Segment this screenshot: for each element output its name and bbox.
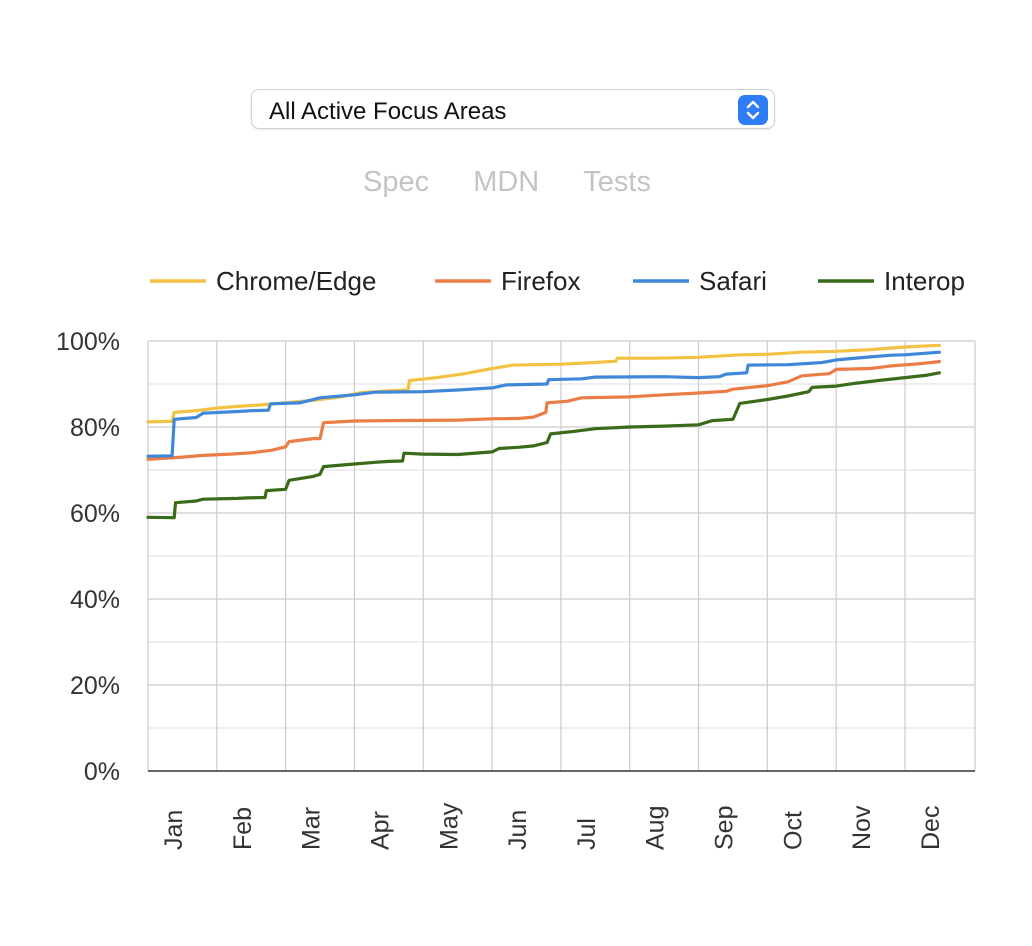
focus-area-select[interactable]: All Active Focus Areas	[251, 89, 775, 129]
metric-tabs: Spec MDN Tests	[0, 166, 1032, 199]
x-tick-label: Apr	[366, 811, 394, 850]
focus-area-select-value: All Active Focus Areas	[269, 98, 507, 125]
select-arrows-icon	[738, 95, 768, 125]
y-tick-label: 60%	[70, 500, 120, 528]
legend-label: Firefox	[501, 266, 580, 296]
legend-item: Firefox	[435, 266, 580, 296]
series-line-firefox	[146, 360, 941, 461]
x-tick-label: Jun	[504, 810, 532, 850]
y-tick-label: 20%	[70, 672, 120, 700]
tab-tests[interactable]: Tests	[583, 166, 651, 198]
x-tick-label: Feb	[229, 807, 257, 850]
legend-label: Chrome/Edge	[216, 266, 376, 296]
x-tick-label: Oct	[779, 811, 807, 850]
y-tick-label: 80%	[70, 414, 120, 442]
legend-label: Safari	[699, 266, 767, 296]
x-tick-label: Mar	[298, 807, 326, 850]
x-tick-label: Dec	[917, 806, 945, 850]
series-line-interop	[146, 371, 941, 520]
y-tick-label: 40%	[70, 586, 120, 614]
tab-spec[interactable]: Spec	[363, 166, 430, 198]
y-tick-label: 100%	[56, 328, 120, 356]
legend-item: Chrome/Edge	[150, 266, 376, 296]
x-tick-label: Jul	[573, 818, 601, 850]
legend-item: Interop	[818, 266, 965, 296]
x-tick-label: Sep	[711, 806, 739, 850]
series-line-chrome-edge	[146, 343, 941, 424]
legend-item: Safari	[633, 266, 767, 296]
legend-label: Interop	[884, 266, 965, 296]
y-tick-label: 0%	[84, 758, 120, 786]
x-tick-label: Nov	[848, 805, 876, 850]
tab-mdn[interactable]: MDN	[473, 166, 540, 198]
x-tick-label: Jan	[160, 810, 188, 850]
series-line-safari	[146, 350, 941, 458]
x-tick-label: Aug	[642, 806, 670, 850]
x-tick-label: May	[435, 802, 463, 850]
